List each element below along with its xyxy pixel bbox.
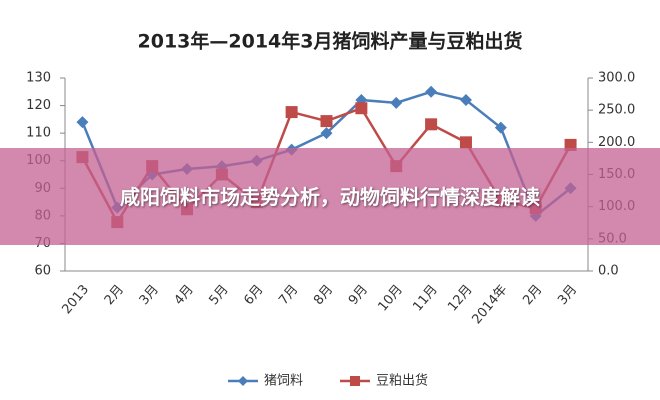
y2-tick-label: 300.0 <box>598 71 635 86</box>
marker <box>390 96 403 109</box>
y2-tick-label: 250.0 <box>598 103 635 118</box>
marker <box>320 115 333 128</box>
marker <box>76 116 89 129</box>
marker <box>494 121 507 134</box>
legend-label: 猪饲料 <box>264 374 303 389</box>
y2-tick-label: 0.0 <box>598 264 619 279</box>
y-tick-label: 120 <box>26 98 51 113</box>
y-tick-label: 110 <box>26 126 51 141</box>
marker <box>459 94 472 107</box>
y2-tick-label: 200.0 <box>598 135 635 150</box>
marker <box>425 118 438 131</box>
legend-label: 豆粕出货 <box>376 373 428 389</box>
marker <box>285 106 298 119</box>
legend-marker <box>350 376 360 386</box>
chart-title: 2013年—2014年3月猪饲料产量与豆粕出货 <box>138 30 523 53</box>
marker <box>320 127 333 140</box>
marker <box>425 85 438 98</box>
banner: 咸阳饲料市场走势分析，动物饲料行情深度解读 <box>0 148 660 245</box>
marker <box>355 102 368 115</box>
marker <box>564 138 577 151</box>
y-tick-label: 60 <box>34 264 51 279</box>
banner-text: 咸阳饲料市场走势分析，动物饲料行情深度解读 <box>120 184 540 209</box>
y-tick-label: 130 <box>26 71 51 86</box>
legend-marker <box>238 376 248 386</box>
marker <box>459 136 472 149</box>
